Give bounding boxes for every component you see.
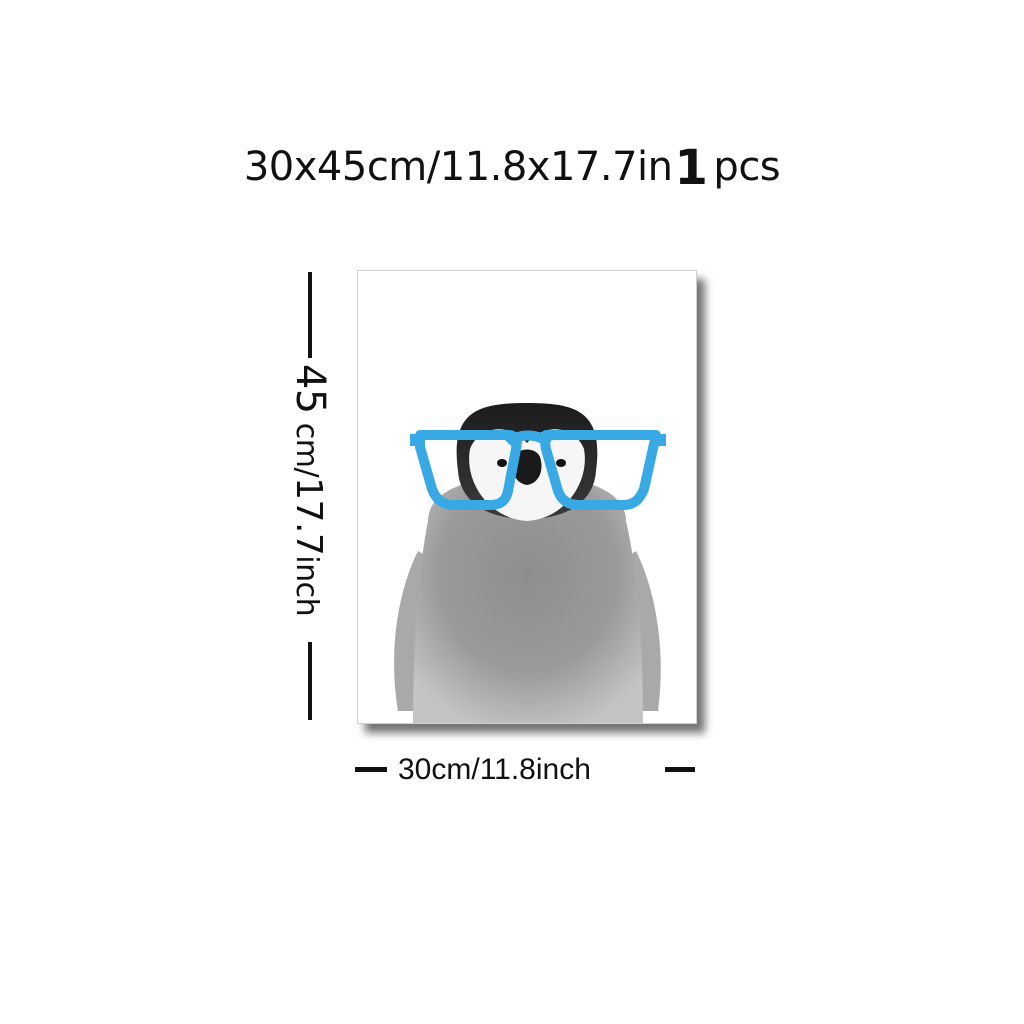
height-marker-bottom — [308, 642, 312, 720]
height-value-in: 17.7 — [288, 477, 329, 556]
glasses-left-hinge — [410, 434, 424, 446]
size-headline: 30x45cm/11.8x17.7in1 pcs — [0, 138, 1024, 196]
quantity-number: 1 — [674, 140, 708, 196]
penguin-illustration — [394, 403, 666, 723]
height-unit-cm: cm/ — [289, 422, 324, 478]
glasses-bridge — [504, 430, 552, 447]
poster-canvas — [357, 270, 697, 724]
height-marker-top — [308, 272, 312, 358]
left-eye — [497, 459, 507, 467]
width-dimension-label: 30cm/11.8inch — [398, 753, 591, 786]
height-dimension-label: 45 cm/17.7inch — [287, 364, 333, 616]
glasses — [415, 430, 661, 510]
right-eye — [556, 459, 566, 467]
width-marker-left — [355, 767, 387, 772]
size-text: 30x45cm/11.8x17.7in — [243, 144, 673, 190]
glasses-right-hinge — [652, 434, 666, 446]
penguin-body — [413, 476, 643, 723]
quantity-unit: pcs — [713, 144, 781, 190]
penguin-beak — [512, 449, 542, 485]
height-unit-in: inch — [289, 555, 324, 617]
width-marker-right — [665, 767, 695, 772]
height-value-cm: 45 — [287, 363, 333, 414]
